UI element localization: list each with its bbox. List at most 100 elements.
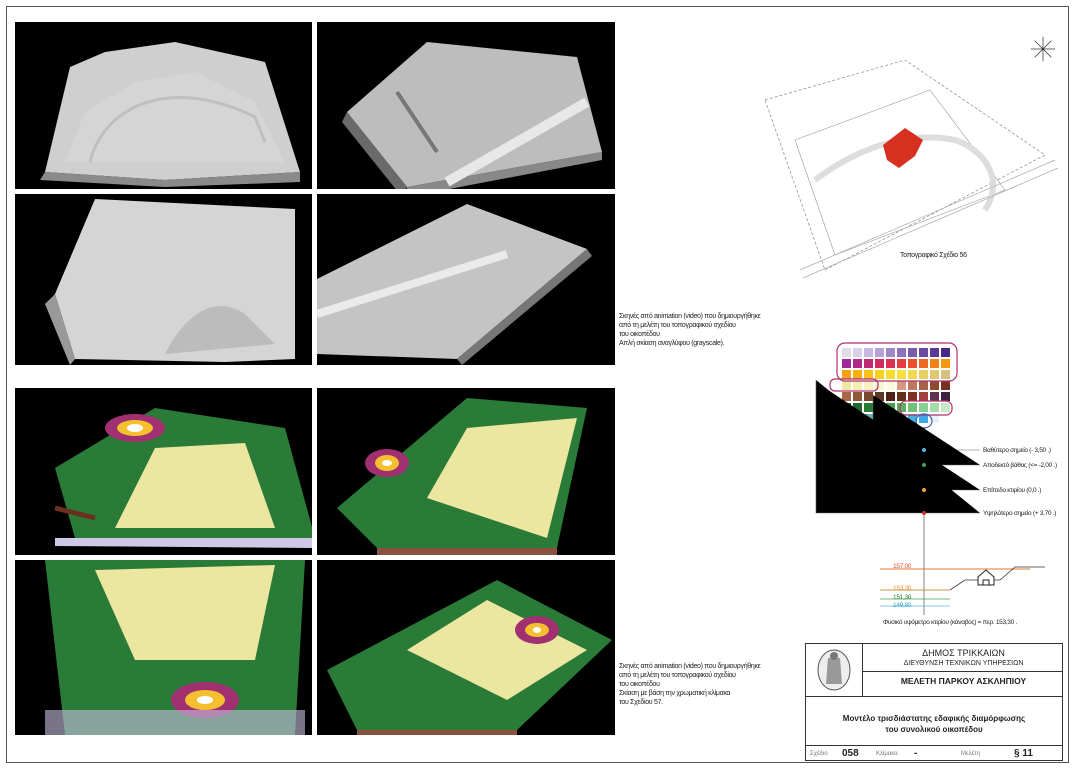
color-swatch: [853, 348, 862, 357]
legend-leaders: [815, 342, 1045, 615]
color-swatch: [864, 359, 873, 368]
legend-allowed-depth: Αποδεκτό βάθος (<= -2,00 .): [983, 462, 1057, 469]
render-color-1: [15, 388, 312, 555]
color-swatch: [941, 348, 950, 357]
color-swatch: [886, 348, 895, 357]
color-swatch: [886, 381, 895, 390]
color-swatch: [864, 381, 873, 390]
legend-highest: Υψηλότερο σημείο (+ 3,70 .): [983, 510, 1057, 517]
color-swatch: [842, 381, 851, 390]
house-icon: [977, 569, 995, 586]
color-swatch: [919, 403, 928, 412]
color-swatch: [886, 359, 895, 368]
sheet-label: Σχέδιο: [810, 751, 828, 757]
color-swatch: [908, 381, 917, 390]
color-swatch: [919, 348, 928, 357]
color-swatch: [919, 359, 928, 368]
level-151: 151,30: [893, 594, 912, 601]
color-swatch: [864, 370, 873, 379]
render-color-4: [317, 560, 615, 735]
color-swatch: [941, 414, 950, 423]
color-swatch: [908, 348, 917, 357]
color-swatch: [842, 370, 851, 379]
color-swatch: [930, 348, 939, 357]
site-plan: [755, 36, 1065, 290]
site-plan-caption: Τοπογραφικό Σχέδιο 56: [900, 252, 967, 259]
caption-line: του Σχεδίου 57.: [619, 699, 663, 706]
sheet-value: 058: [842, 748, 859, 759]
department-name: ΔΙΕΥΘΥΝΣΗ ΤΕΧΝΙΚΩΝ ΥΠΗΡΕΣΙΩΝ: [903, 660, 1024, 667]
color-swatch: [864, 392, 873, 401]
color-swatch: [864, 403, 873, 412]
color-swatch: [842, 348, 851, 357]
caption-line: Σκηνές από animation (video) που δημιουρ…: [619, 313, 761, 320]
color-swatch: [941, 392, 950, 401]
caption-line: από τη μελέτη του τοπογραφικού σχεδίου: [619, 322, 736, 329]
color-swatch: [908, 359, 917, 368]
color-swatch: [897, 392, 906, 401]
legend-ground-level: Επίπεδο κτιρίου (0,0 .): [983, 487, 1042, 494]
color-swatch: [875, 370, 884, 379]
color-swatch: [842, 359, 851, 368]
building-footprint: [883, 128, 923, 168]
render-color-2: [317, 388, 615, 555]
natural-level-note: Φυσικό υψόμετρο κτιρίου (κάναβος) = περ.…: [883, 619, 1017, 626]
color-swatch: [897, 359, 906, 368]
color-swatch: [930, 359, 939, 368]
color-swatch: [853, 392, 862, 401]
drawing-frame: [6, 6, 1069, 763]
color-swatch: [941, 359, 950, 368]
north-arrow-icon: [1030, 36, 1056, 62]
caption-line: Σκίαση με βάση την χρωματική κλίμακα: [619, 690, 731, 697]
caption-grayscale: Σκηνές από animation (video) που δημιουρ…: [619, 312, 761, 348]
caption-line: του οικοπέδου: [619, 331, 660, 338]
seal-icon: [806, 644, 863, 696]
color-swatch: [941, 403, 950, 412]
color-swatch: [908, 392, 917, 401]
render-gray-3: [15, 194, 312, 365]
color-swatch: [930, 403, 939, 412]
color-swatch: [897, 348, 906, 357]
caption-line: από τη μελέτη του τοπογραφικού σχεδίου: [619, 672, 736, 679]
color-swatch: [853, 370, 862, 379]
color-swatch: [919, 414, 928, 423]
legend-deepest: Βαθύτερο σημείο (- 3,50 .): [983, 447, 1051, 454]
level-157: 157,00: [893, 563, 912, 570]
project-name: ΜΕΛΕΤΗ ΠΑΡΚΟΥ ΑΣΚΛΗΠΙΟΥ: [900, 676, 1027, 686]
color-swatch: [941, 381, 950, 390]
color-swatch: [930, 370, 939, 379]
color-swatch: [875, 348, 884, 357]
color-swatch: [908, 414, 917, 423]
color-swatch: [853, 403, 862, 412]
caption-line: Σκηνές από animation (video) που δημιουρ…: [619, 663, 761, 670]
color-swatch: [897, 370, 906, 379]
color-swatch: [842, 392, 851, 401]
color-swatch: [919, 370, 928, 379]
color-scale-grid: [842, 348, 952, 430]
color-swatch: [864, 348, 873, 357]
caption-line: του οικοπέδου: [619, 681, 660, 688]
color-swatch: [886, 392, 895, 401]
study-label: Μελέτη: [961, 751, 981, 757]
render-color-3: [15, 560, 312, 735]
scale-label: Κλίμακα: [876, 751, 898, 757]
color-swatch: [919, 392, 928, 401]
color-swatch: [875, 392, 884, 401]
color-swatch: [930, 381, 939, 390]
drawing-title-1: Μοντέλο τρισδιάστατης εδαφικής διαμόρφωσ…: [842, 714, 1026, 723]
color-swatch: [930, 392, 939, 401]
color-swatch: [908, 403, 917, 412]
color-swatch: [886, 370, 895, 379]
color-swatch: [875, 359, 884, 368]
render-gray-1: [15, 22, 312, 189]
scale-value: -: [914, 748, 918, 759]
render-gray-2: [317, 22, 615, 189]
org-name: ΔΗΜΟΣ ΤΡΙΚΚΑΙΩΝ: [922, 648, 1005, 658]
caption-line: Απλή σκίαση αναγλύφου (grayscale).: [619, 340, 725, 347]
color-swatch: [919, 381, 928, 390]
color-swatch: [897, 403, 906, 412]
render-gray-4: [317, 194, 615, 365]
color-swatch: [930, 414, 939, 423]
color-swatch: [897, 381, 906, 390]
color-swatch: [875, 381, 884, 390]
